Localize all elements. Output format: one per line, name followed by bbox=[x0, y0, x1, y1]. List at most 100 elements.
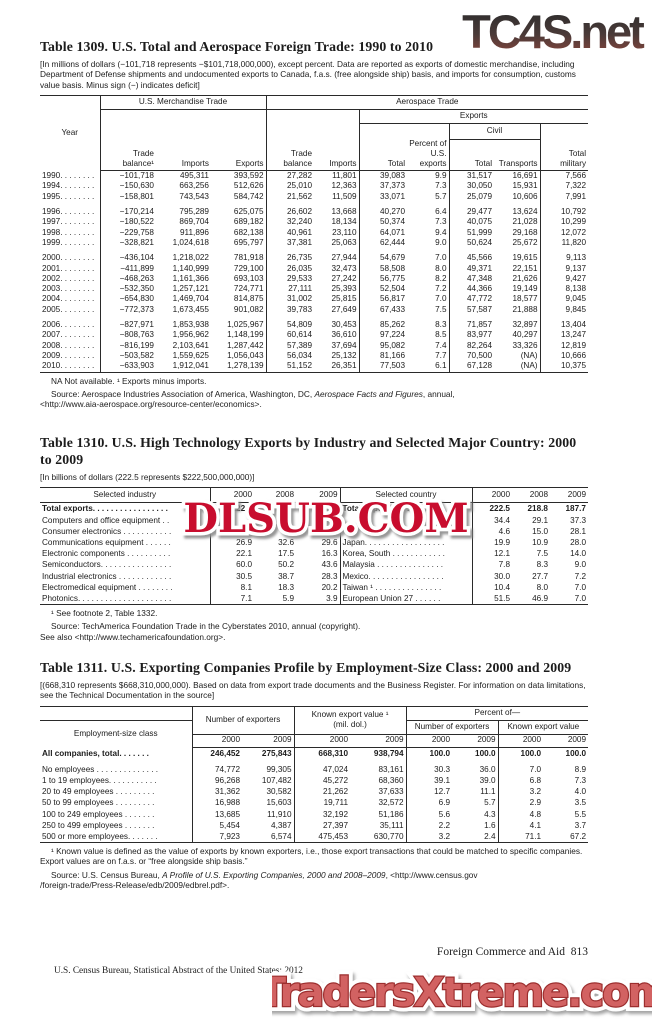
cell: Consumer electronics . . . . . . . . . .… bbox=[40, 525, 211, 537]
cell: 743,543 bbox=[179, 191, 209, 201]
table-row: All companies, total. . . . . . . 246,452… bbox=[40, 747, 588, 759]
cell: 4.3 bbox=[452, 808, 499, 820]
cell: 1,140,999 bbox=[172, 263, 209, 273]
cell: 222.5 bbox=[231, 504, 253, 514]
cell: 32,192 bbox=[322, 809, 349, 819]
cell: 5.9 bbox=[282, 593, 294, 603]
cell: 3.2 bbox=[529, 787, 542, 797]
cell: 28.0 bbox=[570, 537, 586, 547]
col-header-2009: 2009 bbox=[543, 734, 589, 748]
cell: 26,602 bbox=[286, 207, 313, 217]
cell: 2002. . . . . . . . bbox=[40, 273, 101, 285]
cell: 16.3 bbox=[296, 548, 341, 560]
cell: 2.4 bbox=[452, 831, 499, 843]
cell: 32,897 bbox=[494, 315, 541, 331]
cell: 1,287,442 bbox=[211, 340, 267, 351]
cell: 7.3 bbox=[407, 217, 450, 228]
cell: 9,137 bbox=[565, 263, 587, 273]
cell: −827,971 bbox=[119, 320, 154, 330]
table-row: 1999. . . . . . . . −328,821 1,024,618 695,… bbox=[40, 237, 588, 249]
cell: (NA) bbox=[494, 361, 541, 373]
source-title: A Profile of U.S. Exporting Companies, 2… bbox=[162, 869, 386, 880]
cell: 49,371 bbox=[466, 263, 493, 273]
cell: Total exports. . . . . . . . . . . . . bbox=[340, 502, 473, 515]
cell: 12,819 bbox=[561, 340, 587, 350]
cell: 10,606 bbox=[494, 191, 541, 203]
cell: 7,923 bbox=[219, 832, 241, 842]
cell: 7.0 bbox=[529, 764, 542, 774]
cell: 60.0 bbox=[236, 560, 252, 570]
col-header-year: Year bbox=[40, 95, 101, 171]
cell: 13,247 bbox=[561, 330, 587, 340]
cell: 50,374 bbox=[379, 217, 406, 227]
cell: 50,624 bbox=[466, 237, 493, 247]
cell: 37,373 bbox=[379, 181, 406, 191]
cell: 1,257,121 bbox=[172, 284, 209, 294]
cell: 17.5 bbox=[278, 549, 294, 559]
cell: 1 to 19 employees. . . . . . . . . . . bbox=[40, 775, 193, 787]
col-header-2000: 2000 bbox=[294, 734, 351, 748]
cell: 39,083 bbox=[379, 171, 406, 181]
table-1310: Selected industry 2000 2008 2009 Selecte… bbox=[40, 487, 588, 606]
cell: 74,772 bbox=[214, 764, 240, 774]
table-1309-source: Source: Aerospace Industries Association… bbox=[40, 389, 588, 399]
cell: Computers and office equipment . . bbox=[40, 514, 211, 526]
cell: 51.5 bbox=[494, 593, 510, 603]
header-spacer bbox=[540, 123, 588, 139]
header-row-exports: Exports bbox=[40, 109, 589, 140]
header-spacer bbox=[359, 123, 450, 140]
table-row: 20 to 49 employees . . . . . . . . . 31,3… bbox=[40, 786, 588, 798]
cell: 39.0 bbox=[452, 775, 499, 787]
col-header-2009: 2009 bbox=[550, 487, 588, 504]
cell: 695,797 bbox=[211, 237, 267, 249]
col-header-selected-country: Selected country bbox=[340, 487, 473, 504]
cell: 30.3 bbox=[434, 764, 451, 774]
cell: 30,050 bbox=[466, 181, 493, 191]
table-row: Electromedical equipment . . . . . . . .… bbox=[40, 581, 588, 593]
source-title: Aerospace Facts and Figures bbox=[314, 388, 423, 399]
cell: 7.0 bbox=[407, 248, 450, 264]
cell: Electromedical equipment . . . . . . . . bbox=[40, 581, 211, 593]
subgroup-number-of-exporters: Number of exporters bbox=[406, 720, 499, 735]
cell: 1,469,704 bbox=[172, 294, 209, 304]
cell: 20 to 49 employees . . . . . . . . . bbox=[40, 786, 193, 798]
cell: 1,056,043 bbox=[211, 350, 267, 362]
cell: 4.8 bbox=[529, 809, 542, 819]
table-row: 2009. . . . . . . . −503,582 1,559,625 1,05… bbox=[40, 350, 588, 362]
cell: 1,956,962 bbox=[172, 330, 209, 340]
cell: 27,242 bbox=[314, 273, 360, 285]
col-header-imports2: Imports bbox=[314, 139, 360, 172]
cell: 50.2 bbox=[278, 560, 294, 570]
cell: 2003. . . . . . . . bbox=[40, 284, 101, 295]
cell: 9,113 bbox=[566, 253, 587, 263]
cell bbox=[210, 515, 254, 526]
cell: 67,128 bbox=[466, 361, 493, 371]
col-header-civil-total: Total bbox=[449, 139, 495, 172]
table-row: Computers and office equipment . . 34.4 29… bbox=[40, 514, 588, 526]
cell: 10,792 bbox=[561, 207, 587, 217]
imprint-line: U.S. Census Bureau, Statistical Abstract… bbox=[54, 966, 303, 976]
cell: 1,218,022 bbox=[172, 253, 209, 263]
cell: 7.0 bbox=[407, 294, 450, 305]
header-row-groups: Number of exporters Known export value ¹… bbox=[40, 706, 589, 735]
col-header-transports: Transports bbox=[494, 139, 541, 172]
cell: 8.2 bbox=[407, 273, 450, 285]
table-row: 1990. . . . . . . . −101,718 495,311 393,59… bbox=[40, 170, 588, 182]
table-row: Photonics. . . . . . . . . . . . . . . .… bbox=[40, 592, 588, 605]
cell: 1,161,366 bbox=[172, 273, 209, 283]
cell: Malaysia . . . . . . . . . . . . . . . bbox=[340, 559, 473, 571]
group-label-line1: Known export value ¹ bbox=[311, 709, 389, 719]
cell: 500 or more employees. . . . . . . bbox=[40, 831, 193, 843]
cell: 5.7 bbox=[407, 191, 450, 203]
table-row: Electronic components . . . . . . . . . … bbox=[40, 548, 588, 560]
cell: 26,351 bbox=[314, 361, 360, 373]
header-spacer bbox=[100, 109, 267, 140]
cell: 2009. . . . . . . . bbox=[40, 350, 101, 362]
cell: 5.6 bbox=[438, 809, 451, 819]
cell: 70,500 bbox=[466, 350, 493, 360]
cell: 15.0 bbox=[532, 526, 548, 536]
header-row-years: 2000 2009 2000 2009 2000 2009 2000 2009 bbox=[40, 734, 589, 748]
table-row: 2004. . . . . . . . −654,830 1,469,704 814,… bbox=[40, 294, 588, 305]
table-row: 2001. . . . . . . . −411,899 1,140,999 729,… bbox=[40, 263, 588, 274]
cell: 2007. . . . . . . . bbox=[40, 330, 101, 341]
